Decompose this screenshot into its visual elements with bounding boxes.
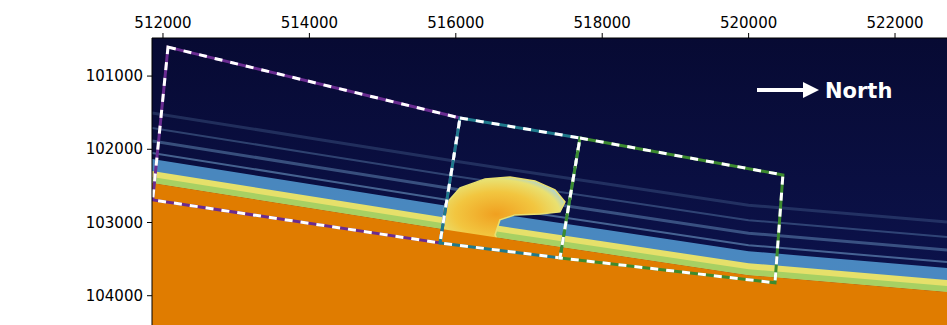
region-dash [440, 118, 580, 258]
region-outline [153, 47, 460, 243]
seabed [152, 183, 947, 325]
plot-area [152, 38, 947, 325]
region-outline [440, 118, 580, 258]
north-arrow-head [803, 82, 819, 98]
y-tick-label: 101000 [86, 67, 143, 85]
x-axis-line [152, 38, 947, 39]
x-tick [895, 33, 896, 38]
north-arrow-shaft [757, 88, 807, 92]
x-tick [748, 33, 749, 38]
x-tick [309, 33, 310, 38]
region-outline [560, 138, 783, 283]
x-tick [455, 33, 456, 38]
x-tick-label: 520000 [720, 14, 777, 32]
y-tick-label: 104000 [86, 287, 143, 305]
y-tick [147, 295, 152, 296]
x-tick-label: 514000 [281, 14, 338, 32]
y-tick-label: 102000 [86, 140, 143, 158]
y-tick [147, 222, 152, 223]
x-tick-label: 518000 [574, 14, 631, 32]
y-tick [147, 76, 152, 77]
y-tick-label: 103000 [86, 214, 143, 232]
region-dash [560, 138, 783, 283]
north-label: North [825, 79, 892, 103]
y-axis-line [152, 38, 153, 325]
y-tick [147, 149, 152, 150]
x-tick-label: 512000 [134, 14, 191, 32]
x-tick [162, 33, 163, 38]
x-tick-label: 516000 [427, 14, 484, 32]
x-tick-label: 522000 [866, 14, 923, 32]
region-dash [153, 47, 460, 243]
x-tick [602, 33, 603, 38]
map-figure: 512000 514000 516000 518000 520000 522000 1010… [0, 0, 947, 325]
